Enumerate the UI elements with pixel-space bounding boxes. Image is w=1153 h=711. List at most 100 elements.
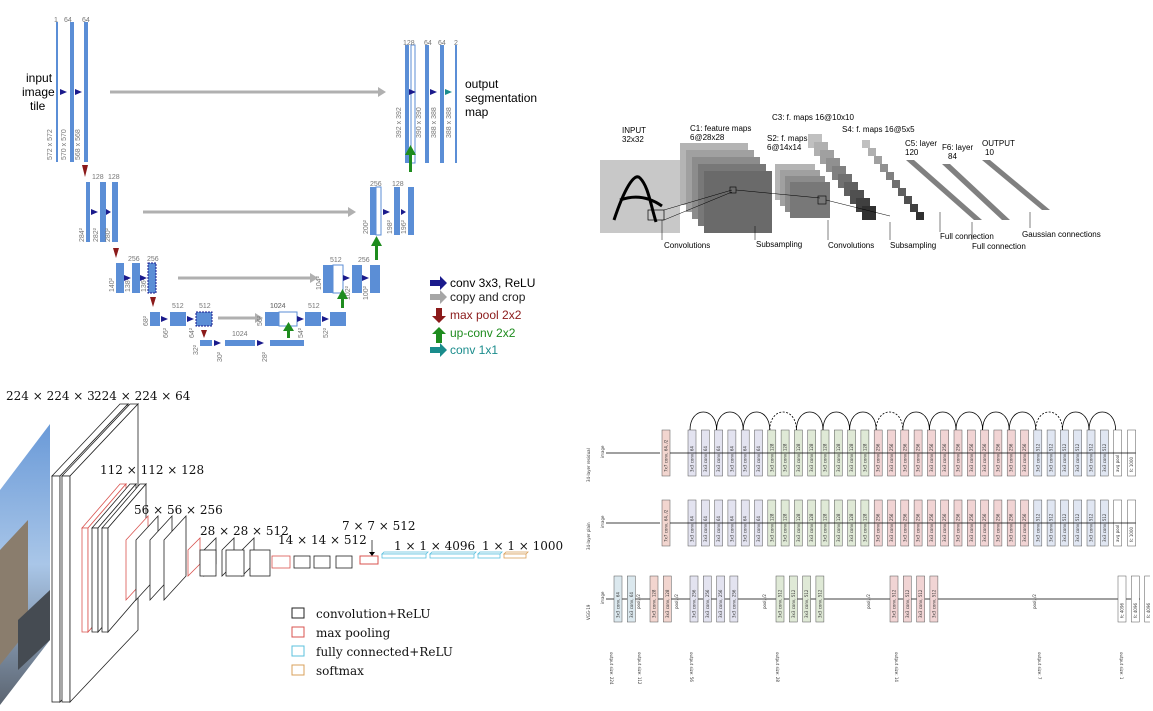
- resnet-row-label-1: 34-layer residual: [586, 448, 591, 482]
- resnet-residual-block-label: 3x3 conv, 256: [902, 443, 907, 472]
- resnet-skip-connection: [955, 411, 983, 431]
- unet-copy-arrow-4-head: [255, 313, 263, 323]
- resnet-svg: 34-layer residual 34-layer plain VGG-19 …: [586, 411, 1150, 685]
- unet-conv-arrow: [362, 275, 369, 281]
- unet-conv-arrow: [297, 316, 304, 322]
- unet-dim-l4-b: 66²: [163, 327, 170, 338]
- resnet-plain-block-label: 3x3 conv, 128: [783, 513, 788, 542]
- resnet-residual-block-label: 3x3 conv, 512: [1075, 443, 1080, 472]
- resnet-skip-connection: [689, 411, 717, 431]
- resnet-vgg-block-label: 3x3 conv, 256: [718, 589, 723, 618]
- unet-copy-arrow-3-head: [310, 273, 318, 283]
- vgg-dim-9: 1 × 1 × 1000: [482, 539, 563, 553]
- unet-dim-l4-c: 64²: [189, 327, 196, 338]
- unet-conv-arrow: [322, 316, 329, 322]
- resnet-plain-block-label: 3x3 conv, 64: [743, 516, 748, 542]
- lenet-bottom-3: Convolutions: [828, 241, 874, 250]
- resnet-plain-block-label: 3x3 conv, 512: [1089, 513, 1094, 542]
- resnet-row-label-3: VGG-19: [586, 604, 591, 620]
- unet-dim-r1-a: 392 x 392: [396, 107, 403, 138]
- resnet-residual-block-label: 3x3 conv, 128: [823, 443, 828, 472]
- lenet-c1-maps: [680, 143, 772, 233]
- resnet-vgg-block-label: 3x3 conv, 512: [804, 589, 809, 618]
- unet-conv-arrow: [75, 89, 82, 95]
- lenet-s2-label: S2: f. maps: [767, 134, 807, 143]
- unet-conv-arrow: [106, 209, 111, 215]
- unet-pool-arrow-4: [201, 330, 207, 338]
- unet-bar-l5-a: [200, 340, 212, 346]
- resnet-vgg-block-label: 3x3 conv, 256: [692, 589, 697, 618]
- vgg-diagram: 224 × 224 × 3 224 × 224 × 64 112 × 112 ×…: [0, 380, 580, 711]
- lenet-bottom-5: Full connection: [940, 232, 994, 241]
- legend-maxpool-icon: [432, 308, 446, 323]
- unet-ch-l4-b: 512: [199, 303, 211, 310]
- unet-bar-l1-c: [84, 22, 88, 162]
- unet-bar-l1-a: [56, 22, 58, 162]
- unet-conv-arrow: [124, 275, 131, 281]
- unet-legend-copy: copy and crop: [450, 290, 526, 304]
- unet-ch-r4-b: 512: [308, 303, 320, 310]
- lenet-c5-size: 120: [905, 148, 919, 157]
- unet-legend-conv1x1: conv 1x1: [450, 343, 498, 357]
- lenet-f6-label: F6: layer: [942, 143, 973, 152]
- resnet-vgg-block: [1117, 575, 1127, 623]
- resnet-vgg-block-label: 3x3 conv, 512: [892, 589, 897, 618]
- resnet-image-label-2: image: [600, 515, 605, 528]
- vgg-legend: convolution+ReLU max pooling fully conne…: [291, 607, 453, 678]
- vgg-dim-4: 56 × 56 × 256: [134, 503, 223, 517]
- unet-conv-arrow: [187, 316, 194, 322]
- unet-bar-r1-a: [405, 45, 409, 163]
- unet-bar-l4-b: [170, 312, 186, 326]
- vgg-block4: [187, 537, 271, 577]
- unet-bar-r3-a: [323, 265, 333, 293]
- unet-bar-l2-a: [86, 182, 90, 242]
- resnet-vgg-block: [663, 575, 672, 623]
- unet-dim-l1-a: 572 x 572: [47, 129, 54, 160]
- unet-ch-l3-b: 256: [147, 256, 159, 263]
- resnet-residual-block-label: 3x3 conv, 512: [1089, 443, 1094, 472]
- lenet-s2-maps: [775, 164, 830, 218]
- resnet-residual-block-label: 3x3 conv, 256: [982, 443, 987, 472]
- resnet-residual-block-label: 3x3 conv, 64: [703, 446, 708, 472]
- resnet-vgg-block-label: 3x3 conv, 64: [616, 592, 621, 618]
- resnet-skip-connection: [1088, 411, 1116, 431]
- unet-bar-l1-b: [70, 22, 74, 162]
- vgg-block5: [271, 555, 353, 569]
- resnet-residual-block-label: 3x3 conv, 128: [769, 443, 774, 472]
- resnet-plain-block-label: 3x3 conv, 128: [836, 513, 841, 542]
- unet-bar-r3-b: [352, 265, 362, 293]
- unet-conv-arrow: [91, 209, 98, 215]
- lenet-bottom-2: Subsampling: [756, 240, 802, 249]
- unet-dim-l5-b: 30²: [217, 351, 224, 362]
- unet-ch-l5-a: 1024: [232, 331, 248, 338]
- resnet-vgg-block: [889, 575, 899, 623]
- unet-conv-arrow: [60, 89, 67, 95]
- unet-pool-arrow-1: [82, 165, 88, 177]
- unet-ch-2: 64: [64, 17, 72, 24]
- resnet-vgg-block-label: 3x3 conv, 256: [731, 589, 736, 618]
- unet-bar-r3-copy: [332, 264, 344, 294]
- unet-dim-r3-c: 100²: [363, 285, 370, 300]
- resnet-residual-block-label: 3x3 conv, 256: [969, 443, 974, 472]
- unet-bar-r2-c: [408, 187, 414, 235]
- unet-bar-r1-d: [455, 45, 457, 163]
- unet-legend-pool: max pool 2x2: [450, 308, 522, 322]
- resnet-vgg-block-label: 3x3 conv, 512: [817, 589, 822, 618]
- lenet-diagram: INPUT 32x32 C1: feature maps 6@28x28 S2:…: [590, 100, 1110, 260]
- unet-diagram: input image tile 1 64 64 572 x 572 570 x…: [0, 0, 560, 370]
- unet-dim-r4-c: 52²: [323, 327, 330, 338]
- resnet-residual-block-label: 3x3 conv, 256: [876, 443, 881, 472]
- resnet-vgg-block-label: 3x3 conv, 512: [778, 589, 783, 618]
- resnet-vgg-block: [903, 575, 912, 623]
- lenet-c1-size: 6@28x28: [690, 133, 725, 142]
- unet-upconv-arrow-4: [287, 328, 290, 338]
- unet-ch-l2-b: 128: [108, 174, 120, 181]
- resnet-skip-connection: [796, 411, 824, 431]
- resnet-skip-connection: [742, 411, 771, 431]
- unet-dim-r3-b: 102²: [345, 285, 352, 300]
- unet-bar-l3-c: [147, 262, 157, 294]
- lenet-bottom-4: Subsampling: [890, 241, 936, 250]
- lenet-s4-maps: [862, 140, 924, 220]
- vgg-dim-2: 224 × 224 × 64: [94, 389, 191, 403]
- resnet-residual-block-label: 3x3 conv, 256: [929, 443, 934, 472]
